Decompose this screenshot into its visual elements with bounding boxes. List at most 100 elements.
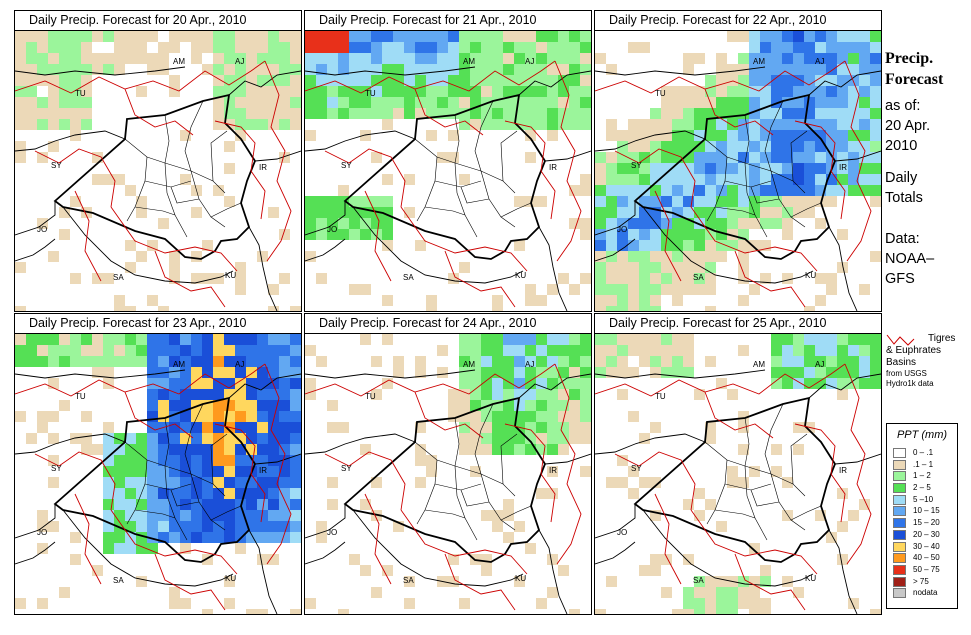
precip-cell [628,130,639,141]
country-label-tu: TU [655,392,666,401]
precip-cell [826,367,837,378]
precip-cell [426,53,437,64]
precip-cell [580,42,591,53]
precip-cell [136,532,147,543]
panel-title: Daily Precip. Forecast for 25 Apr., 2010 [595,314,881,334]
precip-cell [224,521,235,532]
basin-boundary [734,553,806,611]
precip-cell [503,389,514,400]
precip-cell [870,174,881,185]
precip-cell [536,31,547,42]
precip-cell [514,42,525,53]
precip-cell [235,75,246,86]
precip-cell [448,152,459,163]
precip-cell [782,141,793,152]
precip-cell [514,367,525,378]
precip-cell [514,75,525,86]
precip-cell [771,141,782,152]
country-border [544,453,591,465]
precip-cell [202,400,213,411]
precip-cell [147,356,158,367]
precip-cell [338,42,349,53]
precip-cell [580,53,591,64]
precip-cell [815,141,826,152]
precip-cell [147,521,158,532]
precip-cell [360,229,371,240]
precip-cell [235,31,246,42]
precip-grid [15,31,301,311]
precip-cell [804,97,815,108]
basin-boundary [690,206,818,272]
precip-cell [782,207,793,218]
precip-cell [213,499,224,510]
precip-cell [448,411,459,422]
precip-cell [683,97,694,108]
precip-cell [147,543,158,554]
precip-cell [492,64,503,75]
precip-cell [213,75,224,86]
precip-cell [760,240,771,251]
precip-cell [716,108,727,119]
precip-cell [558,108,569,119]
precip-cell [202,532,213,543]
precip-cell [268,444,279,455]
precip-cell [815,108,826,119]
precip-cell [92,152,103,163]
precip-cell [202,42,213,53]
precip-cell [459,334,470,345]
precip-cell [727,163,738,174]
precip-cell [492,422,503,433]
precip-cell [503,378,514,389]
precip-cell [716,97,727,108]
province-border [454,114,460,164]
province-border [210,433,228,485]
precip-cell [617,262,628,273]
precip-cell [595,152,606,163]
precip-cell [213,119,224,130]
precip-cell [290,345,301,356]
precip-cell [15,262,26,273]
precip-cell [279,273,290,284]
precip-cell [316,273,327,284]
precip-cell [514,53,525,64]
precip-cell [661,185,672,196]
province-border [744,465,768,541]
precip-cell [826,42,837,53]
precip-cell [470,422,481,433]
map-outlines [305,60,591,311]
precip-cell [382,75,393,86]
precip-cell [224,356,235,367]
precip-cell [580,218,591,229]
precip-cell [738,444,749,455]
precip-cell [316,97,327,108]
precip-cell [268,554,279,565]
precip-cell [749,284,760,295]
precip-cell [169,488,180,499]
precip-cell [246,108,257,119]
legend-swatch [893,494,906,505]
precip-cell [547,97,558,108]
precip-cell [749,240,760,251]
precip-cell [393,31,404,42]
precip-cell [393,64,404,75]
precip-cell [569,53,580,64]
precip-cell [815,367,826,378]
precip-cell [136,543,147,554]
precip-cell [525,295,536,306]
precip-cell [158,356,169,367]
precip-cell [81,334,92,345]
basin-boundary [124,88,194,136]
precip-cell [180,411,191,422]
precip-cell [760,174,771,185]
precip-cell [595,185,606,196]
precip-cell [547,334,558,345]
precip-cell [224,455,235,466]
country-label-sa: SA [403,273,414,282]
precip-cell [92,53,103,64]
precip-cell [290,521,301,532]
precip-cell [158,466,169,477]
precip-cell [514,356,525,367]
precip-cell [793,119,804,130]
precip-grid [15,334,301,614]
precip-cell [826,345,837,356]
